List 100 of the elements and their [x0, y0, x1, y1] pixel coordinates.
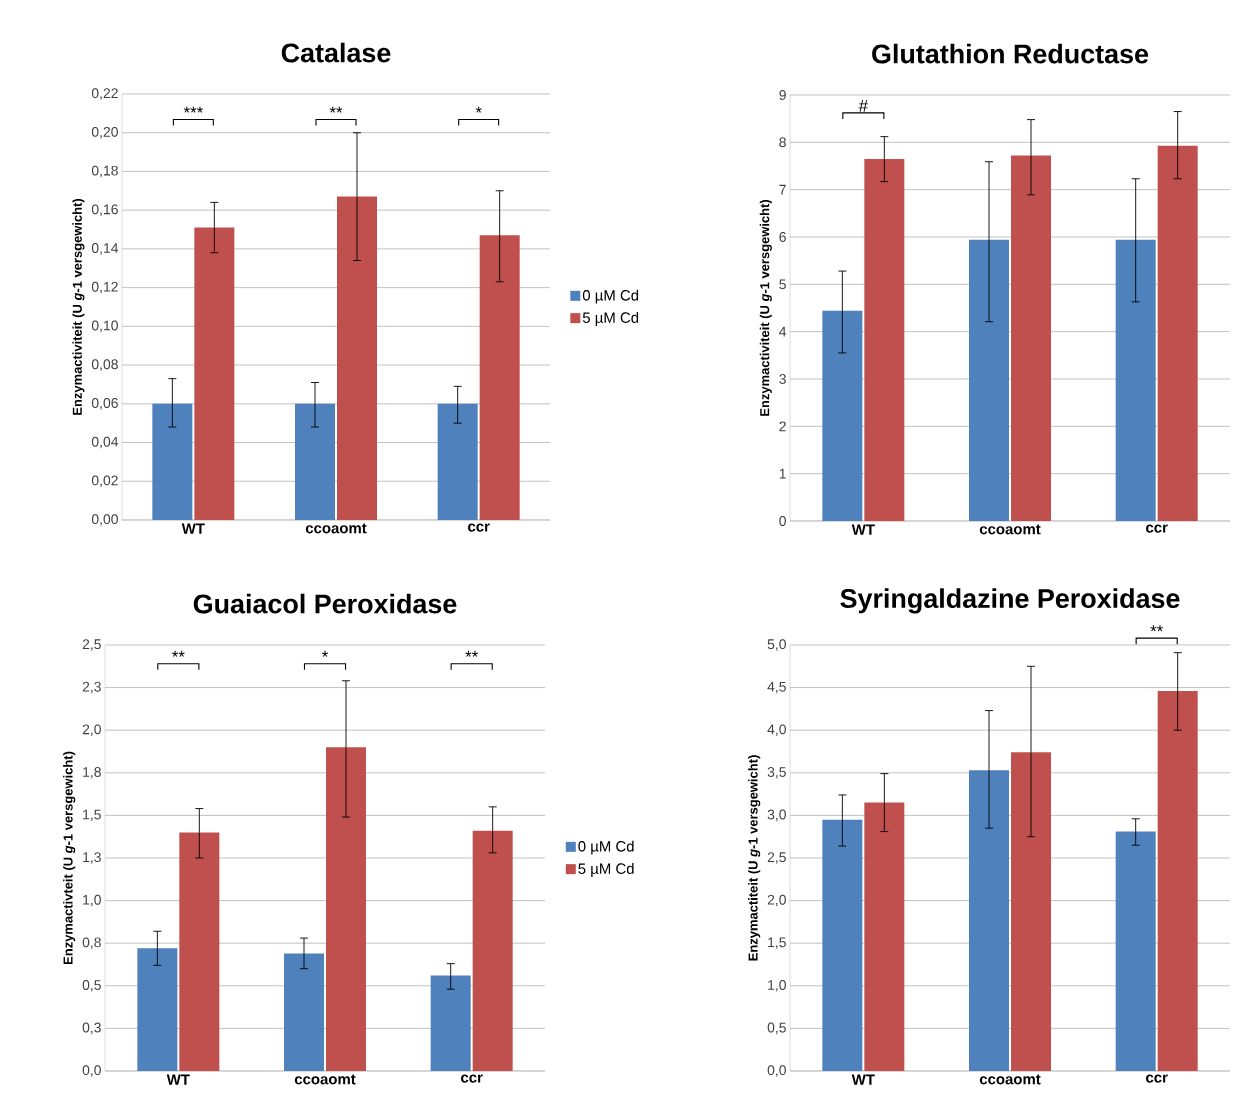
- y-tick-label: 0,12: [91, 281, 118, 294]
- y-tick-label: 0,06: [91, 398, 118, 410]
- y-tick-label: 0,04: [91, 436, 119, 449]
- bar: [472, 830, 513, 1071]
- y-tick-label: 1,5: [768, 937, 786, 949]
- y-tick-label: 0,16: [91, 204, 118, 216]
- bar: [179, 832, 220, 1071]
- y-tick-label: 0: [779, 516, 786, 526]
- bar: [864, 802, 905, 1071]
- bar: [1115, 239, 1156, 521]
- x-tick-label: WT: [851, 1074, 875, 1085]
- annotation: **: [172, 650, 185, 657]
- y-tick-label: 0,14: [91, 243, 119, 255]
- legend-label: 0 µM Cd: [582, 289, 639, 304]
- bar: [194, 227, 235, 520]
- y-tick-label: 0,00: [91, 514, 118, 526]
- y-tick-label: 1,8: [83, 767, 101, 779]
- bar: [1011, 155, 1052, 521]
- y-tick-label: 7: [779, 184, 786, 195]
- bar: [337, 196, 378, 520]
- y-tick-label: 3: [779, 374, 786, 384]
- legend-label: 5 µM Cd: [578, 862, 634, 877]
- y-tick-label: 1,3: [83, 852, 101, 864]
- x-tick-label: WT: [181, 523, 205, 534]
- y-tick-label: 6: [779, 232, 786, 242]
- x-tick-label: ccoaomt: [979, 1074, 1041, 1085]
- y-axis-title: Enzymactivteit (U g-1 versgewicht): [63, 751, 76, 964]
- y-tick-label: 0,0: [767, 1065, 786, 1077]
- bar: [1157, 690, 1198, 1071]
- y-tick-label: 2: [779, 421, 786, 432]
- y-tick-label: 1,0: [83, 894, 101, 907]
- bar: [1115, 831, 1156, 1071]
- bar: [326, 747, 367, 1071]
- y-tick-label: 0,08: [91, 359, 118, 371]
- bar: [1157, 145, 1198, 521]
- bar: [152, 403, 193, 520]
- text: **: [1150, 625, 1164, 632]
- y-tick-label: 1,5: [83, 809, 101, 822]
- y-tick-label: 0,5: [767, 1022, 786, 1035]
- bar: [864, 158, 905, 521]
- bar: [1011, 752, 1052, 1071]
- y-tick-label: 8: [779, 137, 786, 148]
- x-tick-label: WT: [851, 524, 875, 535]
- x-tick-label: ccr: [1146, 524, 1168, 533]
- y-tick-label: 4,0: [767, 724, 786, 736]
- y-tick-label: 5,0: [767, 639, 786, 651]
- bar: [284, 953, 325, 1071]
- legend-label: 5 µM Cd: [582, 311, 639, 326]
- bar: [430, 975, 471, 1071]
- annotation: **: [465, 650, 478, 657]
- y-tick-label: 3,0: [767, 809, 786, 822]
- x-tick-label: ccoaomt: [294, 1074, 356, 1085]
- bar: [437, 403, 478, 520]
- y-tick-label: 0,0: [82, 1065, 101, 1077]
- y-tick-label: 0,8: [82, 937, 101, 949]
- x-tick-label: ccoaomt: [305, 523, 367, 534]
- x-tick-label: ccr: [468, 523, 490, 532]
- y-tick-label: 2,0: [767, 894, 786, 907]
- bar: [295, 403, 336, 520]
- y-tick-label: 4: [779, 326, 787, 337]
- y-tick-label: 2,5: [82, 639, 101, 651]
- y-tick-label: 9: [779, 90, 786, 100]
- y-axis-title: Enzymactiteit (U g-1 versgewicht): [748, 755, 761, 961]
- bar: [479, 235, 520, 520]
- y-tick-label: 0,22: [91, 88, 118, 100]
- y-tick-label: 5: [779, 279, 786, 290]
- bar: [137, 948, 178, 1071]
- chart-title: Syringaldazine Peroxidase: [840, 588, 1180, 614]
- bar: [822, 819, 863, 1071]
- y-tick-label: 0,20: [91, 126, 118, 139]
- annotation: *: [321, 650, 329, 657]
- legend-label: 0 µM Cd: [578, 840, 634, 855]
- y-tick-label: 0,3: [82, 1022, 101, 1035]
- bar: [969, 239, 1010, 521]
- annotation: **: [329, 106, 343, 113]
- y-axis-title: Enzymactiviteit (U g-1 versgewicht): [759, 199, 772, 416]
- annotation: *: [475, 106, 482, 113]
- x-tick-label: ccoaomt: [979, 524, 1041, 535]
- bar: [969, 770, 1010, 1071]
- y-tick-label: 0,02: [91, 475, 118, 488]
- y-tick-label: 0,5: [82, 980, 101, 992]
- y-tick-label: 4,5: [767, 681, 786, 694]
- y-tick-label: 2,5: [767, 852, 786, 864]
- x-tick-label: ccr: [1146, 1074, 1168, 1083]
- x-tick-label: WT: [166, 1074, 190, 1085]
- annotation: #: [858, 100, 868, 112]
- y-tick-label: 3,5: [767, 767, 786, 779]
- y-tick-label: 0,10: [91, 320, 118, 333]
- bar: [822, 310, 863, 521]
- y-tick-label: 1,0: [768, 980, 786, 992]
- y-axis-title: Enzymactiviteit (U g-1 versgewicht): [72, 198, 85, 415]
- annotation: ***: [183, 106, 203, 113]
- chart-title: Guaiacol Peroxidase: [193, 593, 457, 614]
- y-tick-label: 2,0: [82, 724, 101, 736]
- chart-title: Catalase: [281, 42, 391, 63]
- x-tick-label: ccr: [461, 1074, 483, 1083]
- chart-title: Glutathion Reductase: [872, 43, 1149, 64]
- y-tick-label: 0,18: [91, 165, 118, 178]
- y-tick-label: 1: [779, 468, 786, 479]
- y-tick-label: 2,3: [82, 681, 101, 694]
